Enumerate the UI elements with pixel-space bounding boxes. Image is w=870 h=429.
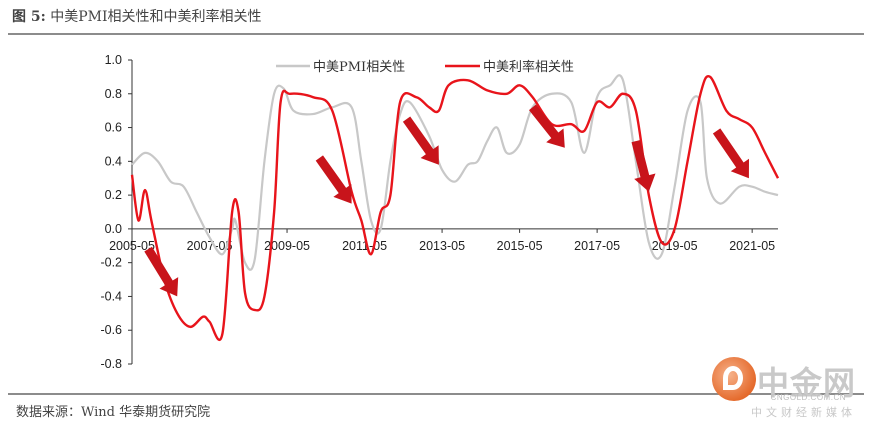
y-tick-label: -0.8	[100, 357, 122, 371]
trend-arrow-icon	[529, 104, 565, 148]
trend-arrow-icon	[402, 116, 439, 165]
rate-series-line	[130, 75, 780, 342]
chart-title: 图 5: 中美PMI相关性和中美利率相关性	[12, 6, 262, 26]
chart-legend: 中美PMI相关性 中美利率相关性	[276, 59, 574, 75]
trend-arrow-icon	[144, 246, 179, 297]
x-tick-label: 2017-05	[574, 239, 620, 253]
x-tick-label: 2013-05	[419, 239, 465, 253]
watermark-url: CNGOLD.COM.CN	[770, 393, 846, 402]
y-tick-label: 1.0	[105, 53, 122, 67]
x-tick-label: 2009-05	[264, 239, 310, 253]
y-tick-label: 0.6	[105, 121, 122, 135]
chart-axes: 1.0 0.8 0.6 0.4 0.2 0.0 -0.2 -0.4 -0.6 -0.8 2005-0…	[100, 53, 778, 371]
y-tick-label: -0.6	[100, 323, 122, 337]
x-tick-label: 2005-05	[109, 239, 155, 253]
pmi-series-line	[131, 74, 779, 271]
trend-arrow-icon	[631, 140, 656, 192]
legend-item-pmi-label: 中美PMI相关性	[313, 60, 405, 75]
y-tick-label: 0.8	[105, 87, 122, 101]
x-tick-label: 2015-05	[497, 239, 543, 253]
y-tick-label: -0.4	[100, 289, 122, 303]
watermark-name: 中金网	[756, 364, 856, 402]
x-tick-label: 2007-05	[187, 239, 233, 253]
chart-series	[130, 74, 780, 342]
y-tick-label: 0.2	[105, 188, 122, 202]
x-tick-label: 2019-05	[652, 239, 698, 253]
trend-arrow-icon	[712, 128, 749, 179]
y-tick-label: -0.2	[100, 256, 122, 270]
figure-title: 中美PMI相关性和中美利率相关性	[50, 9, 262, 25]
bottom-rule	[8, 393, 864, 395]
legend-item-rate-label: 中美利率相关性	[483, 59, 574, 75]
watermark-tagline: 中文财经新媒体	[751, 406, 856, 419]
figure-label: 图 5:	[12, 9, 46, 25]
y-tick-label: 0.0	[105, 222, 122, 236]
watermark-logo-icon	[712, 357, 756, 401]
trend-arrow-icon	[315, 155, 352, 204]
chart-annotations	[144, 104, 749, 297]
source-note: 数据来源：Wind 华泰期货研究院	[16, 405, 211, 420]
x-tick-label: 2011-05	[342, 239, 387, 253]
y-tick-label: 0.4	[105, 154, 122, 168]
x-tick-label: 2021-05	[729, 239, 775, 253]
top-rule	[8, 33, 864, 35]
